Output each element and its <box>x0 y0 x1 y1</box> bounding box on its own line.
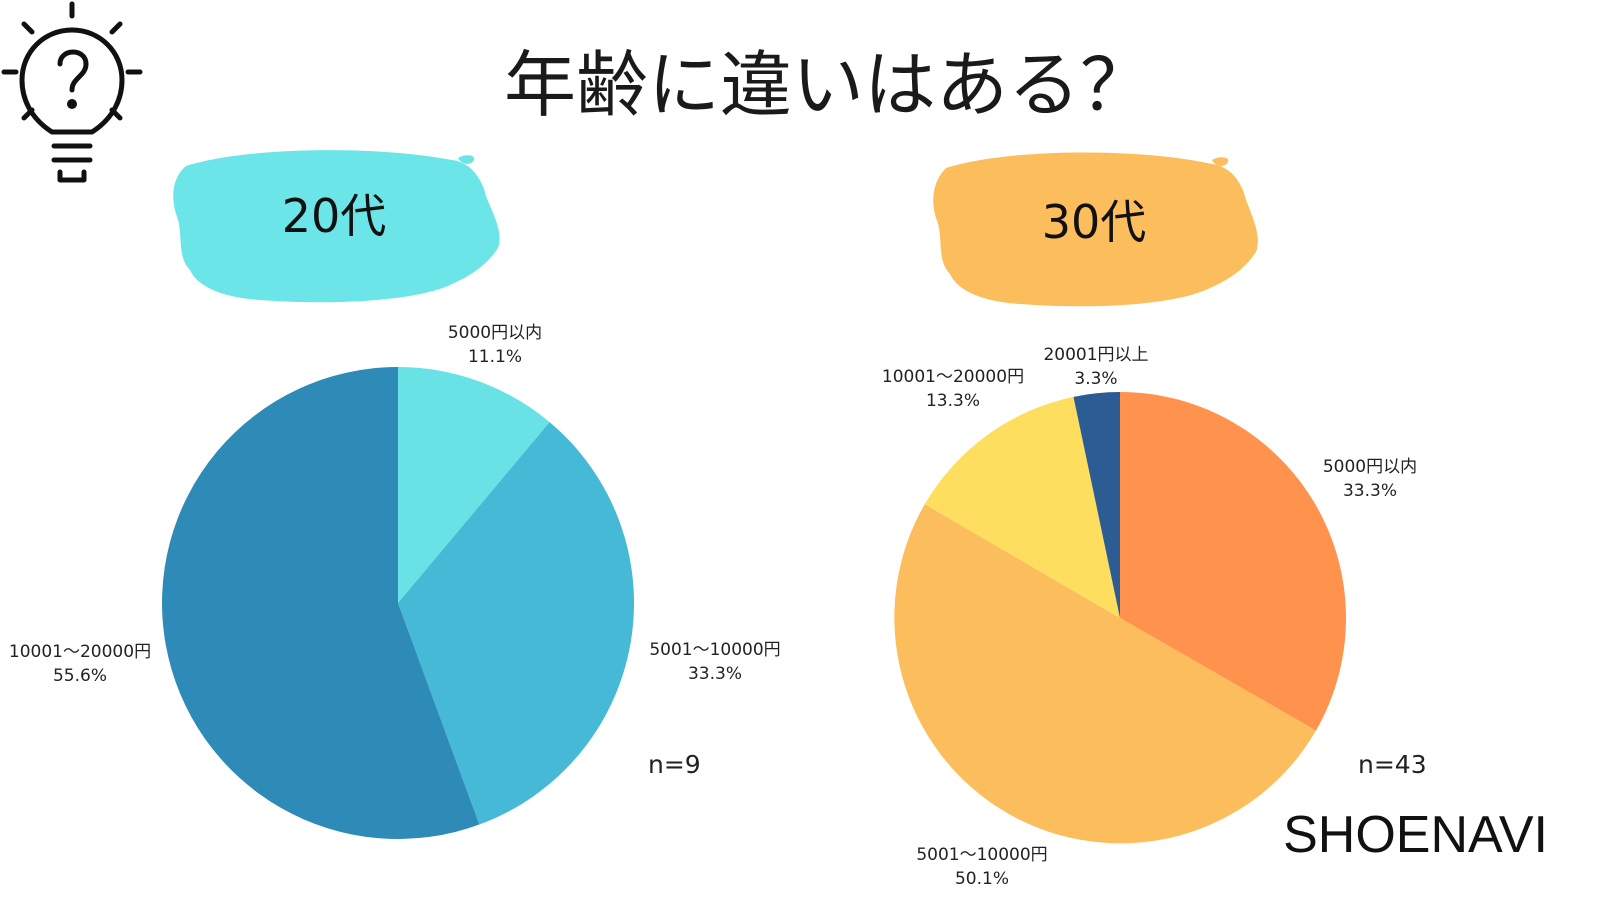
pie-30s-n-label: n=43 <box>1358 750 1427 779</box>
pie-20s-slice-under5000 <box>398 367 550 603</box>
badge-20s-shape <box>173 150 500 303</box>
badge-30s-shape <box>933 152 1258 307</box>
pie-chart-20s <box>162 367 634 839</box>
pie-30s-slice-20001-plus <box>1073 392 1120 618</box>
pie-20s-label-10001-pct: 55.6% <box>53 666 107 686</box>
pie-30s-label-20001-name: 20001円以上 <box>1043 345 1148 365</box>
pie-30s-label-5001-name: 5001～10000円 <box>916 845 1047 865</box>
pie-30s-label-under5000-pct: 33.3% <box>1343 481 1397 501</box>
pie-30s-label-under5000-name: 5000円以内 <box>1323 457 1417 477</box>
pie-20s-label-5001-pct: 33.3% <box>688 664 742 684</box>
pie-20s-labels: 5000円以内 11.1% 5001～10000円 33.3% 10001～20… <box>9 323 781 779</box>
pie-20s-label-under5000-name: 5000円以内 <box>448 323 542 343</box>
pie-20s-slice-10001-20000 <box>162 367 480 839</box>
pie-30s-label-10001-name: 10001～20000円 <box>882 367 1024 387</box>
pie-20s-n-label: n=9 <box>648 750 701 779</box>
badge-30s-fleck <box>1212 157 1229 166</box>
badge-20s-label: 20代 <box>282 189 387 243</box>
pie-20s-slice-5001-10000 <box>398 422 634 825</box>
pie-30s-label-20001-pct: 3.3% <box>1074 369 1117 389</box>
badge-20s: 20代 <box>173 150 500 303</box>
badge-20s-fleck <box>458 155 475 164</box>
page-title: 年齢に違いはある？ <box>504 43 1152 127</box>
pie-20s-label-5001-name: 5001～10000円 <box>649 640 780 660</box>
pie-30s-slice-5001-10000 <box>894 504 1316 844</box>
pie-chart-30s <box>894 392 1347 844</box>
pie-30s-label-10001-pct: 13.3% <box>926 391 980 411</box>
lightbulb-question-icon <box>1 1 143 183</box>
pie-30s-slice-10001-20000 <box>924 396 1120 618</box>
pie-30s-label-5001-pct: 50.1% <box>955 869 1009 889</box>
pie-30s-slice-under5000 <box>1120 392 1347 731</box>
brand-logo: SHOENAVI <box>1283 806 1548 864</box>
pie-30s-labels: 5000円以内 33.3% 5001～10000円 50.1% 10001～20… <box>882 345 1427 889</box>
pie-20s-label-under5000-pct: 11.1% <box>468 347 522 367</box>
badge-30s: 30代 <box>933 152 1258 307</box>
pie-20s-label-10001-name: 10001～20000円 <box>9 642 151 662</box>
badge-30s-label: 30代 <box>1042 195 1147 249</box>
